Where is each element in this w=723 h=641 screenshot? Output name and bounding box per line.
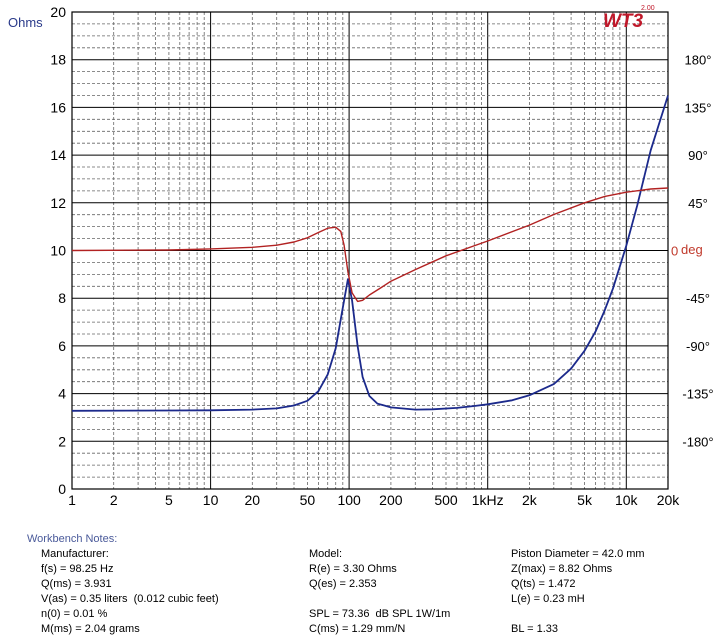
qes-value: Q(es) = 2.353 (309, 578, 377, 590)
frequency-tick-label: 20 (244, 492, 260, 508)
piston-diameter-value: Piston Diameter = 42.0 mm (511, 548, 645, 560)
ohms-tick-label: 0 (58, 481, 66, 497)
frequency-tick-label: 10k (615, 492, 639, 508)
manufacturer-label: Manufacturer: (41, 548, 109, 560)
frequency-axis-ticks: 1 2 5 10 20 50 100 200 500 1kHz 2k 5k 10k 20k (68, 492, 680, 508)
frequency-tick-label: 2 (110, 492, 118, 508)
phase-tick-label: 90° (688, 148, 708, 163)
n0-value: n(0) = 0.01 % (41, 608, 108, 620)
ohms-axis-ticks: 0 2 4 6 8 10 12 14 16 18 20 (50, 4, 66, 497)
wt3-logo: WT3 (603, 11, 644, 32)
ohms-tick-label: 2 (58, 433, 66, 449)
phase-tick-label: 180° (685, 53, 712, 68)
frequency-tick-label: 10 (203, 492, 219, 508)
phase-tick-label: -90° (686, 339, 710, 354)
frequency-tick-label: 5 (165, 492, 173, 508)
frequency-tick-label: 500 (434, 492, 458, 508)
frequency-tick-label: 5k (577, 492, 593, 508)
phase-tick-label: -135° (682, 387, 713, 402)
ohms-tick-label: 20 (50, 4, 66, 20)
ohms-tick-label: 10 (50, 243, 66, 259)
ohms-tick-label: 12 (50, 195, 66, 211)
ohms-tick-label: 8 (58, 290, 66, 306)
bl-value: BL = 1.33 (511, 623, 558, 635)
ohms-tick-label: 14 (50, 147, 66, 163)
ohms-tick-label: 16 (50, 99, 66, 115)
model-label: Model: (309, 548, 343, 560)
vas-value: V(as) = 0.35 liters (0.012 cubic feet) (41, 593, 219, 605)
fs-value: f(s) = 98.25 Hz (41, 563, 114, 575)
workbench-notes: Workbench Notes: Manufacturer: f(s) = 98… (0, 528, 723, 641)
zmax-value: Z(max) = 8.82 Ohms (511, 563, 613, 575)
phase-tick-label: 0 (671, 244, 678, 259)
impedance-curve (71, 95, 669, 412)
phase-tick-label: -45° (686, 291, 710, 306)
ohms-tick-label: 6 (58, 338, 66, 354)
logo-version: 2.00 (641, 5, 655, 12)
frequency-tick-label: 200 (379, 492, 403, 508)
qms-value: Q(ms) = 3.931 (41, 578, 112, 590)
mms-value: M(ms) = 2.04 grams (41, 623, 140, 635)
frequency-tick-label: 20k (657, 492, 681, 508)
notes-title: Workbench Notes: (27, 533, 118, 545)
frequency-tick-label: 1kHz (472, 492, 504, 508)
cms-value: C(ms) = 1.29 mm/N (309, 623, 406, 635)
phase-tick-label: 45° (688, 196, 708, 211)
qts-value: Q(ts) = 1.472 (511, 578, 576, 590)
spl-value: SPL = 73.36 dB SPL 1W/1m (309, 608, 451, 620)
frequency-tick-label: 50 (300, 492, 316, 508)
frequency-tick-label: 100 (337, 492, 361, 508)
deg-axis-label: deg (681, 242, 703, 257)
chart-series (71, 95, 669, 412)
re-value: R(e) = 3.30 Ohms (309, 563, 397, 575)
chart-grid (72, 12, 668, 489)
phase-tick-label: 135° (685, 100, 712, 115)
phase-axis-ticks: 180° 135° 90° 45° 0 -45° -90° -135° -180° (671, 53, 714, 450)
frequency-tick-label: 1 (68, 492, 76, 508)
phase-curve (71, 187, 669, 303)
ohms-tick-label: 4 (58, 386, 66, 402)
le-value: L(e) = 0.23 mH (511, 593, 585, 605)
ohms-axis-label: Ohms (8, 15, 43, 30)
ohms-tick-label: 18 (50, 52, 66, 68)
phase-tick-label: -180° (682, 434, 713, 449)
frequency-tick-label: 2k (522, 492, 538, 508)
